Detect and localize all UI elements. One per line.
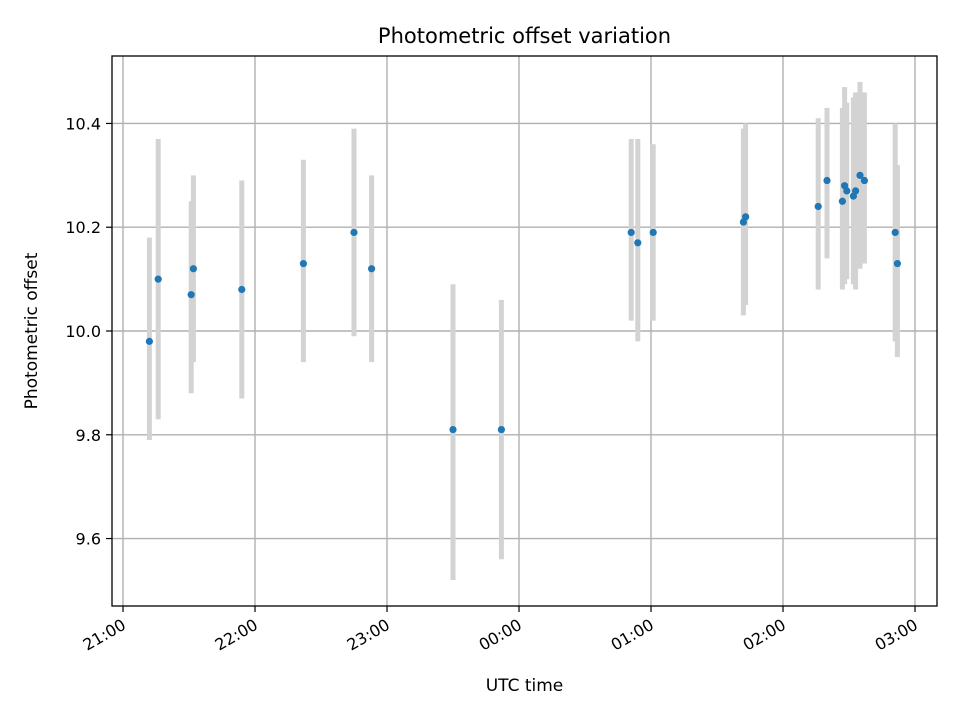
data-point — [189, 265, 197, 273]
data-points — [145, 171, 902, 434]
data-point — [649, 228, 657, 237]
plot-frame — [111, 55, 938, 607]
data-point — [814, 202, 822, 211]
data-point — [893, 259, 902, 268]
data-point — [634, 239, 642, 247]
x-axis-label: UTC time — [486, 676, 564, 696]
data-point — [823, 176, 831, 185]
data-point — [238, 285, 246, 294]
data-point — [742, 213, 750, 221]
data-point — [843, 187, 851, 195]
data-point — [449, 425, 457, 434]
y-tick-label: 10.4 — [65, 114, 101, 133]
data-point — [856, 171, 864, 179]
data-point — [860, 176, 869, 185]
data-point — [187, 291, 195, 299]
chart-title: Photometric offset variation — [378, 24, 671, 48]
data-point — [891, 228, 899, 237]
data-point — [154, 275, 162, 283]
data-point — [838, 197, 847, 205]
grid — [112, 56, 937, 606]
data-point — [852, 187, 860, 195]
y-axis-label: Photometric offset — [22, 252, 42, 409]
data-point — [350, 228, 358, 237]
y-tick-label: 10.2 — [65, 218, 101, 237]
y-tick-label: 9.6 — [76, 530, 101, 549]
data-point — [497, 425, 505, 434]
data-point — [299, 259, 307, 268]
data-point — [368, 265, 376, 273]
data-point — [145, 337, 153, 345]
y-tick-label: 9.8 — [76, 426, 101, 445]
data-point — [627, 228, 635, 237]
y-tick-label: 10.0 — [65, 322, 101, 341]
